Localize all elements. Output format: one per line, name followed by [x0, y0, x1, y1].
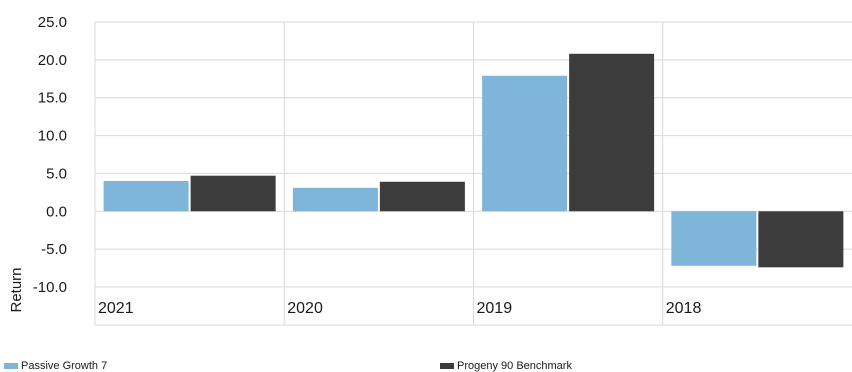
y-tick-label: 10.0: [38, 128, 67, 145]
legend-swatch-1: [440, 363, 454, 369]
y-tick-label: 25.0: [38, 14, 67, 31]
x-category-label: 2020: [287, 300, 323, 317]
bars: [103, 53, 844, 268]
grid-lines: [94, 21, 852, 326]
legend-label-0: Passive Growth 7: [21, 360, 108, 372]
x-category-label: 2018: [666, 300, 702, 317]
bar-passive-growth-7-2021: [103, 181, 189, 212]
x-axis-categories: 2021 2020 2019 2018: [98, 300, 701, 317]
y-tick-label: 20.0: [38, 52, 67, 69]
bar-passive-growth-7-2019: [482, 75, 568, 212]
legend-item-1: Progeny 90 Benchmark: [440, 360, 572, 372]
legend-label-1: Progeny 90 Benchmark: [457, 360, 572, 372]
y-tick-label: 0.0: [46, 203, 67, 220]
y-tick-label: 15.0: [38, 90, 67, 107]
bar-progeny-90-benchmark-2019: [569, 53, 655, 212]
y-axis-label: Return: [8, 267, 25, 312]
y-tick-label: -10.0: [33, 279, 67, 296]
bar-progeny-90-benchmark-2018: [758, 211, 844, 268]
y-tick-label: -5.0: [41, 241, 67, 258]
y-axis-ticks: 25.0 20.0 15.0 10.0 5.0 0.0 -5.0 -10.0: [33, 14, 67, 296]
bar-passive-growth-7-2020: [292, 187, 378, 212]
x-category-label: 2021: [98, 300, 134, 317]
y-tick-label: 5.0: [46, 165, 67, 182]
bar-progeny-90-benchmark-2021: [190, 175, 276, 212]
bar-progeny-90-benchmark-2020: [379, 181, 465, 212]
legend-item-0: Passive Growth 7: [4, 360, 107, 372]
legend-swatch-0: [4, 363, 18, 369]
bar-passive-growth-7-2018: [671, 211, 757, 266]
x-category-label: 2019: [477, 300, 513, 317]
